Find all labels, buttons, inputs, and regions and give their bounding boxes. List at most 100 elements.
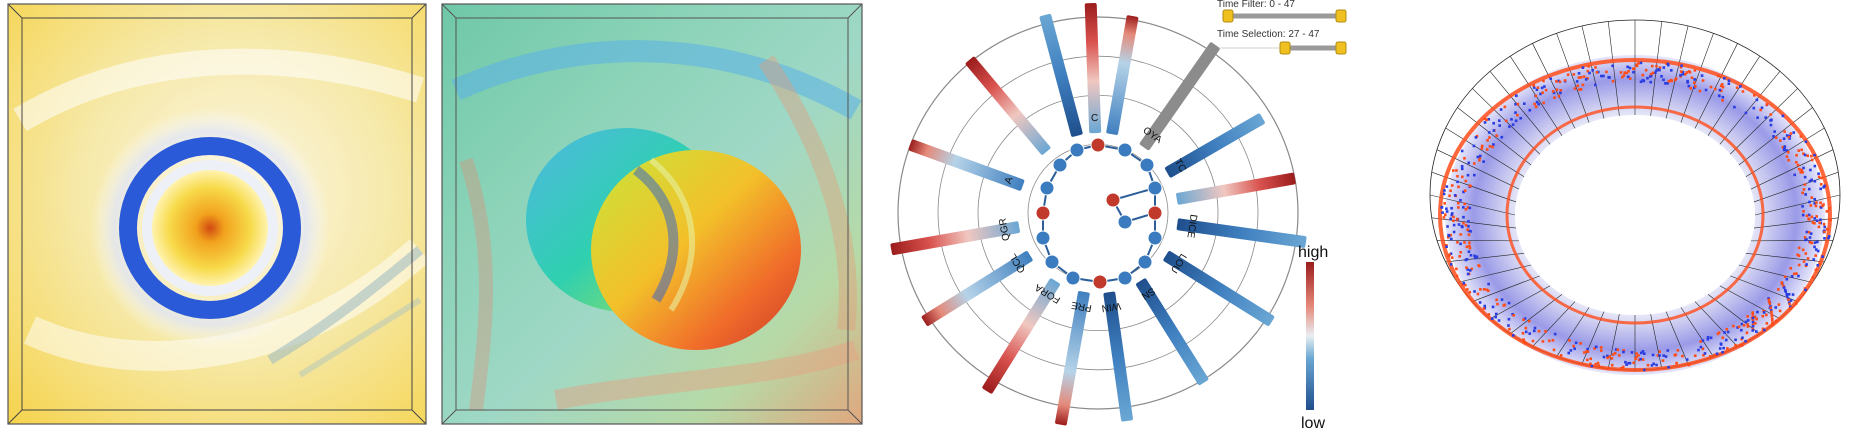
torus-point: [1450, 184, 1454, 187]
network-node[interactable]: [1090, 137, 1106, 153]
torus-point: [1467, 250, 1471, 254]
network-node[interactable]: [1117, 214, 1133, 230]
network-node[interactable]: [1052, 157, 1068, 173]
torus-point: [1566, 73, 1570, 76]
network-node[interactable]: [1137, 254, 1153, 270]
torus-point: [1746, 325, 1750, 328]
torus-point: [1706, 336, 1710, 339]
torus-point: [1487, 313, 1491, 316]
network-node[interactable]: [1035, 230, 1051, 246]
time-selection-slider[interactable]: Time Selection: 27 - 47: [1217, 29, 1347, 55]
network-node[interactable]: [1065, 270, 1081, 286]
torus-point: [1785, 294, 1789, 297]
torus-point: [1449, 217, 1452, 221]
torus-point: [1542, 101, 1545, 105]
torus-point: [1539, 92, 1542, 96]
torus-point: [1761, 314, 1765, 318]
wire-line: [1738, 264, 1813, 283]
network-node[interactable]: [1117, 270, 1133, 286]
torus-point: [1823, 225, 1827, 229]
torus-point: [1457, 185, 1460, 189]
torus-point: [1611, 353, 1615, 356]
time-filter-min-handle[interactable]: [1222, 9, 1234, 23]
torus-point: [1533, 102, 1536, 106]
torus-point: [1446, 225, 1449, 228]
network-node[interactable]: [1039, 180, 1055, 196]
torus-point: [1467, 161, 1471, 165]
torus-point: [1751, 311, 1754, 314]
torus-point: [1797, 263, 1801, 267]
network-node[interactable]: [1092, 274, 1108, 290]
torus-point: [1600, 74, 1603, 78]
torus-point: [1606, 356, 1609, 360]
torus-point: [1813, 179, 1817, 183]
torus-point: [1605, 70, 1608, 74]
torus-point: [1466, 228, 1469, 231]
torus-point: [1780, 282, 1784, 286]
network-node[interactable]: [1035, 205, 1051, 221]
torus-point: [1511, 123, 1515, 126]
torus-point: [1771, 323, 1774, 326]
torus-point: [1597, 364, 1601, 367]
torus-point: [1662, 354, 1665, 357]
torus-point: [1813, 164, 1817, 168]
time-filter-max-handle[interactable]: [1335, 9, 1347, 23]
wire-line: [1489, 285, 1551, 320]
torus-point: [1468, 184, 1472, 187]
network-node[interactable]: [1147, 230, 1163, 246]
torus-point: [1702, 353, 1705, 357]
radial-timeseries-panel[interactable]: OYA TC DICE LOU SN WIN PRE FORA QCL QGR A C Time Fi…: [855, 0, 1350, 430]
torus-point: [1578, 88, 1581, 91]
torus-point: [1819, 201, 1822, 205]
wire-line: [1581, 25, 1605, 119]
torus-point: [1715, 352, 1719, 356]
torus-point: [1644, 68, 1648, 72]
torus-point: [1456, 180, 1459, 184]
torus-point: [1617, 354, 1621, 357]
network-node[interactable]: [1069, 142, 1085, 158]
time-filter-slider[interactable]: Time Filter: 0 - 47: [1217, 0, 1347, 23]
torus-point: [1507, 324, 1510, 327]
wire-line: [1489, 71, 1551, 145]
network-node[interactable]: [1147, 180, 1163, 196]
torus-point: [1632, 70, 1635, 74]
torus-point: [1579, 88, 1583, 91]
network-node[interactable]: [1105, 192, 1121, 208]
torus-point: [1594, 83, 1597, 87]
wire-line: [1719, 71, 1781, 145]
torus-point: [1445, 185, 1449, 188]
torus-point: [1781, 114, 1785, 118]
time-selection-max-handle[interactable]: [1335, 41, 1347, 55]
network-node[interactable]: [1139, 157, 1155, 173]
torus-point: [1787, 158, 1790, 162]
torus-point: [1751, 329, 1755, 332]
torus-point: [1721, 99, 1724, 102]
torus-point: [1718, 347, 1722, 350]
torus-point: [1813, 202, 1817, 205]
network-node[interactable]: [1044, 254, 1060, 270]
network-node[interactable]: [1147, 205, 1163, 221]
torus-render-panel[interactable]: [1395, 0, 1876, 430]
torus-point: [1823, 184, 1826, 188]
volume-render-yellow-panel[interactable]: [0, 0, 430, 430]
torus-point: [1805, 214, 1809, 218]
torus-point: [1463, 202, 1467, 206]
torus-point: [1468, 241, 1471, 244]
torus-point: [1589, 357, 1593, 361]
torus-point: [1563, 79, 1567, 82]
torus-point: [1572, 73, 1576, 76]
volume-render-rainbow-panel[interactable]: [436, 0, 868, 430]
torus-point: [1476, 292, 1480, 296]
network-node[interactable]: [1117, 142, 1133, 158]
torus-point: [1599, 346, 1603, 349]
torus-point: [1627, 70, 1630, 73]
torus-point: [1440, 206, 1443, 209]
torus-point: [1803, 287, 1807, 290]
wire-line: [1729, 88, 1798, 155]
torus-point: [1769, 123, 1773, 127]
torus-point: [1632, 67, 1636, 70]
torus-point: [1802, 166, 1805, 170]
torus-point: [1823, 236, 1826, 240]
time-selection-min-handle[interactable]: [1279, 41, 1291, 55]
wire-line: [1457, 107, 1532, 166]
